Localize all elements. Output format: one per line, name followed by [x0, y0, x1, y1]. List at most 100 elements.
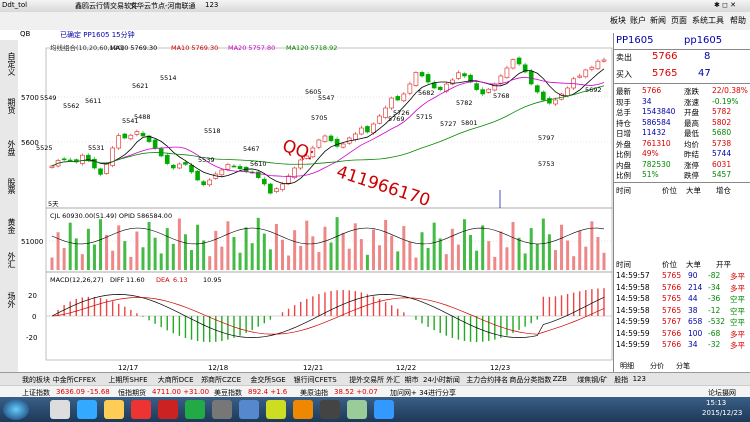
candle-body — [268, 183, 273, 194]
tick-chg: -12 — [708, 305, 721, 315]
taskbar-app8-icon[interactable] — [266, 400, 286, 419]
tick-time: 14:59:58 — [616, 305, 650, 315]
ma-legend-0: 均线组合(10,20,60,120) — [50, 43, 125, 52]
candle-body — [128, 134, 134, 140]
candle-body — [110, 147, 115, 166]
kline-chart[interactable]: 5700 5600 51000 20 0 -20 均线组合(10,20,60,1… — [18, 40, 613, 372]
tab-price[interactable]: 分价 — [650, 362, 664, 370]
price-label: 5705 — [311, 114, 328, 122]
volume-bar — [578, 230, 582, 270]
exchange-tab[interactable]: 123 — [632, 375, 646, 383]
tab-detail[interactable]: 明细 — [620, 362, 634, 370]
taskbar-app10-icon[interactable] — [320, 400, 340, 419]
quote-value: 6031 — [712, 159, 732, 169]
taskbar-wenhua-icon[interactable] — [158, 400, 178, 419]
candle-body — [359, 127, 364, 135]
menu-item-help[interactable]: 帮助 — [730, 16, 746, 25]
taskbar-app6-icon[interactable] — [212, 400, 232, 419]
exchange-tab[interactable]: 我的板块 — [22, 376, 50, 384]
exchange-tab[interactable]: 外汇 — [386, 376, 401, 384]
menu-item-page[interactable]: 页面 — [671, 16, 687, 25]
exchange-tab[interactable]: 郑商所CZCE — [201, 376, 241, 384]
ma-legend-3: MA20 5757.80 — [228, 44, 275, 52]
exchange-tab[interactable]: 煤焦钢/矿 — [577, 376, 608, 384]
window-controls-icon[interactable]: ✱ ◻ ✕ — [714, 1, 736, 9]
exchange-tab[interactable]: 大商所DCE — [157, 376, 194, 384]
macd-legend-name: MACD(12,26,27) — [50, 276, 104, 284]
menu-bar: 板块 账户 新闻 页面 系统工具 帮助 — [0, 12, 750, 31]
exchange-tab[interactable]: ZZB — [552, 375, 567, 383]
exchange-tab[interactable]: 24小时新闻 — [423, 376, 460, 384]
exchange-tab[interactable]: 股指 — [614, 376, 629, 384]
exchange-tab[interactable]: 金交所SGE — [250, 376, 286, 384]
buy-label: 买入 — [616, 70, 632, 79]
left-tab-foreign[interactable]: 外盘 — [7, 140, 16, 156]
candle-body — [286, 175, 291, 184]
exchange-tab[interactable]: 中金所CFFEX — [52, 376, 96, 384]
taskbar-app11-icon[interactable] — [347, 400, 367, 419]
candle-body — [498, 75, 504, 84]
candle-body — [189, 164, 194, 173]
volume-bar — [384, 219, 388, 270]
exchange-tab[interactable]: 上期所SHFE — [108, 376, 148, 384]
menu-item-tools[interactable]: 系统工具 — [692, 16, 724, 25]
candle-body — [116, 135, 122, 149]
volume-bar — [493, 256, 497, 270]
volume-bar — [92, 244, 96, 270]
taskbar-media-icon[interactable] — [131, 400, 151, 419]
chart-area[interactable]: 5700 5600 51000 20 0 -20 均线组合(10,20,60,1… — [18, 40, 613, 372]
ticks-header2-type: 开平 — [716, 260, 731, 269]
tick-price: 5766 — [662, 328, 682, 338]
volume-bar — [365, 254, 369, 270]
tab-tick[interactable]: 分笔 — [676, 362, 690, 370]
taskbar-app7-icon[interactable] — [239, 400, 259, 419]
forum-link[interactable]: 论坛摄网 — [708, 389, 736, 397]
price-label: 5488 — [134, 113, 151, 121]
taskbar-excel-icon[interactable] — [185, 400, 205, 419]
quote-value: 1543840 — [642, 107, 676, 116]
exchange-tab[interactable]: 银行间CFETS — [293, 376, 337, 384]
tick-vol: 44 — [688, 294, 698, 303]
tick-chg: -68 — [708, 328, 721, 338]
volume-bar — [390, 235, 394, 270]
volume-bar — [432, 222, 436, 270]
left-tab-futures[interactable]: 期货 — [7, 98, 16, 114]
exchange-tab[interactable]: 商品分类指数 — [509, 376, 552, 384]
menu-item-sector[interactable]: 板块 — [610, 16, 626, 25]
price-label: 5562 — [63, 102, 80, 110]
tick-type: 空平 — [730, 306, 745, 316]
price-label: 5531 — [88, 144, 105, 152]
exchange-tab[interactable]: 期市 — [404, 376, 419, 384]
start-button-icon[interactable] — [3, 399, 29, 420]
exchange-tab[interactable]: 提外交易所 — [349, 376, 385, 384]
taskbar-ie-icon[interactable] — [77, 400, 97, 419]
buy-price[interactable]: 5765 — [652, 68, 678, 79]
left-tab-otc[interactable]: 场外 — [7, 292, 16, 308]
taskbar-webstock-icon[interactable] — [50, 400, 70, 419]
left-tab-forex[interactable]: 外汇 — [7, 252, 16, 268]
candle-body — [589, 66, 595, 70]
taskbar-app12-icon[interactable] — [374, 400, 394, 419]
price-label: 5768 — [493, 92, 510, 100]
left-tab-stocks[interactable]: 股票 — [7, 178, 16, 194]
sell-price[interactable]: 5766 — [652, 51, 678, 62]
ticks-header-chg: 增仓 — [716, 186, 731, 195]
tick-row: 14:59:59 5767 658 -532 空平 — [616, 317, 750, 327]
taskbar-app9-icon[interactable] — [293, 400, 313, 419]
quote-value: 5782 — [712, 107, 732, 116]
candle-body — [516, 57, 522, 65]
volume-bar — [274, 224, 278, 270]
quote-label: 比例 — [616, 150, 631, 159]
tick-time: 14:59:59 — [616, 340, 650, 349]
exchange-tab[interactable]: 主力合约排名 — [466, 376, 509, 384]
status-item-label: 上证指数 — [22, 389, 50, 397]
candle-body — [486, 88, 492, 93]
left-tab-gold[interactable]: 黄金 — [7, 218, 16, 234]
candle-body — [419, 72, 425, 77]
taskbar-folder-icon[interactable] — [104, 400, 124, 419]
menu-item-account[interactable]: 账户 — [630, 16, 646, 25]
volume-bar — [299, 245, 303, 270]
left-tab-custom[interactable]: 自定义 — [7, 52, 16, 76]
quote-label: 总手 — [616, 108, 631, 117]
menu-item-news[interactable]: 新闻 — [650, 16, 666, 25]
